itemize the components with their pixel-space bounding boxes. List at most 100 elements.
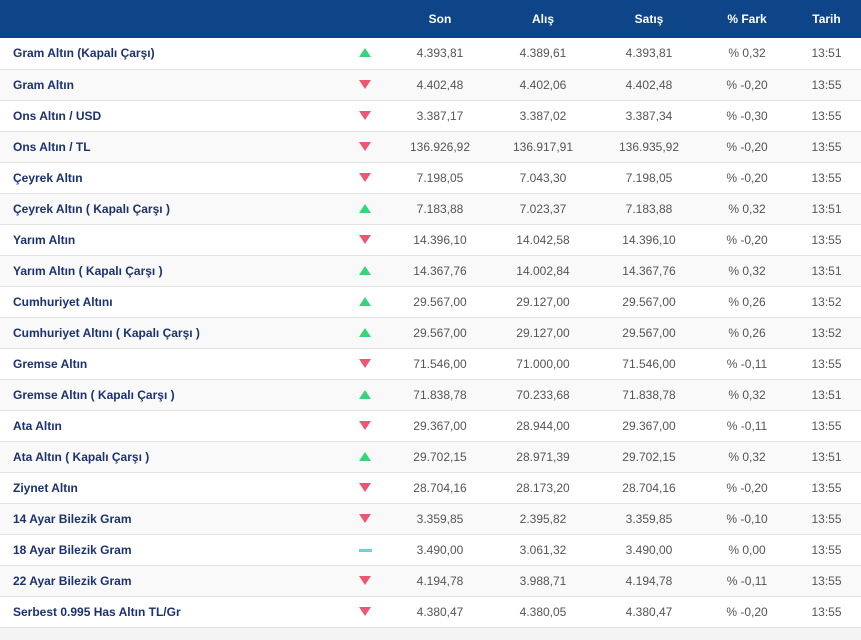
tarih-value: 13:55 [811, 139, 842, 154]
table-row[interactable]: Ons Altın / USD 3.387,17 3.387,02 3.387,34%… [0, 100, 861, 131]
arrow-up-icon [359, 48, 371, 58]
direction-cell [340, 534, 390, 565]
instrument-name-link[interactable]: Gremse Altın [13, 356, 88, 371]
table-row[interactable]: 18 Ayar Bilezik Gram 3.490,00 3.061,32 3.49… [0, 534, 861, 565]
fark-value: % -0,10 [726, 511, 768, 526]
tarih-value: 13:51 [811, 201, 842, 216]
arrow-down-icon [359, 575, 371, 585]
satis-value: 29.567,00 [622, 325, 676, 340]
alis-value: 136.917,91 [512, 139, 574, 154]
instrument-name-link[interactable]: Gram Altın [13, 77, 74, 92]
son-value: 14.396,10 [413, 232, 467, 247]
instrument-name-link[interactable]: Gram Altın (Kapalı Çarşı) [13, 46, 155, 61]
arrow-down-icon [359, 420, 371, 430]
table-row[interactable]: Gremse Altın ( Kapalı Çarşı ) 71.838,78 70… [0, 379, 861, 410]
instrument-name-link[interactable]: Ons Altın / USD [13, 108, 102, 123]
son-value: 29.567,00 [413, 325, 467, 340]
tarih-value: 13:51 [811, 263, 842, 278]
fark-value: % 0,26 [728, 325, 766, 340]
instrument-name-link[interactable]: Cumhuriyet Altını ( Kapalı Çarşı ) [13, 325, 200, 340]
instrument-name-link[interactable]: Gremse Altın ( Kapalı Çarşı ) [13, 387, 175, 402]
instrument-name-link[interactable]: Ziynet Altın [13, 480, 78, 495]
table-row[interactable]: Yarım Altın 14.396,10 14.042,58 14.396,10 % … [0, 224, 861, 255]
header-fark[interactable]: % Fark [727, 12, 767, 26]
tarih-value: 13:55 [811, 480, 842, 495]
instrument-name-link[interactable]: Ata Altın [13, 418, 62, 433]
son-value: 29.702,15 [413, 449, 467, 464]
fark-value: % 0,00 [728, 542, 766, 557]
tarih-value: 13:51 [811, 46, 842, 61]
table-row[interactable]: Ziynet Altın 28.704,16 28.173,20 28.704,16%… [0, 472, 861, 503]
tarih-value: 13:51 [811, 449, 842, 464]
tarih-value: 13:52 [811, 325, 842, 340]
direction-cell [340, 472, 390, 503]
table-row[interactable]: Gram Altın 4.402,48 4.402,06 4.402,48 % -0,2… [0, 69, 861, 100]
satis-value: 4.402,48 [625, 77, 673, 92]
tarih-value: 13:55 [811, 170, 842, 185]
son-value: 3.490,00 [416, 542, 464, 557]
direction-cell [340, 503, 390, 534]
alis-value: 7.043,30 [519, 170, 567, 185]
footer-strip [0, 627, 861, 640]
tarih-value: 13:55 [811, 418, 842, 433]
son-value: 28.704,16 [413, 480, 467, 495]
alis-value: 14.002,84 [516, 263, 570, 278]
table-row[interactable]: 14 Ayar Bilezik Gram 3.359,85 2.395,82 3.35… [0, 503, 861, 534]
arrow-down-icon [359, 513, 371, 523]
table-row[interactable]: Çeyrek Altın 7.198,05 7.043,30 7.198,05 % -0… [0, 162, 861, 193]
instrument-name-link[interactable]: Yarım Altın [13, 232, 76, 247]
son-value: 4.402,48 [416, 77, 464, 92]
fark-value: % 0,32 [728, 263, 766, 278]
instrument-name-link[interactable]: Yarım Altın ( Kapalı Çarşı ) [13, 263, 163, 278]
instrument-name-link[interactable]: Serbest 0.995 Has Altın TL/Gr [13, 604, 181, 619]
table-row[interactable]: Serbest 0.995 Has Altın TL/Gr 4.380,47 4.3… [0, 596, 861, 627]
fark-value: % 0,32 [728, 46, 766, 61]
header-alis[interactable]: Alış [531, 12, 554, 26]
arrow-down-icon [359, 358, 371, 368]
instrument-name-link[interactable]: 22 Ayar Bilezik Gram [13, 573, 132, 588]
header-satis[interactable]: Satış [634, 12, 664, 26]
header-son[interactable]: Son [428, 12, 452, 26]
instrument-name-link[interactable]: Ata Altın ( Kapalı Çarşı ) [13, 449, 150, 464]
header-row: Son Alış Satış % Fark Tarih [0, 0, 861, 38]
table-row[interactable]: Çeyrek Altın ( Kapalı Çarşı ) 7.183,88 7.0… [0, 193, 861, 224]
direction-cell [340, 348, 390, 379]
alis-value: 4.402,06 [519, 77, 567, 92]
son-value: 7.198,05 [416, 170, 464, 185]
header-tarih[interactable]: Tarih [812, 12, 841, 26]
arrow-down-icon [359, 141, 371, 151]
instrument-name-link[interactable]: 14 Ayar Bilezik Gram [13, 511, 132, 526]
table-row[interactable]: Ata Altın ( Kapalı Çarşı ) 29.702,15 28.97… [0, 441, 861, 472]
direction-cell [340, 596, 390, 627]
satis-value: 3.387,34 [625, 108, 673, 123]
table-row[interactable]: Ata Altın 29.367,00 28.944,00 29.367,00 % -0… [0, 410, 861, 441]
son-value: 71.546,00 [413, 356, 467, 371]
fark-value: % -0,30 [726, 108, 768, 123]
satis-value: 14.396,10 [622, 232, 676, 247]
tarih-value: 13:55 [811, 542, 842, 557]
son-value: 136.926,92 [409, 139, 471, 154]
instrument-name-link[interactable]: Çeyrek Altın ( Kapalı Çarşı ) [13, 201, 170, 216]
instrument-name-link[interactable]: 18 Ayar Bilezik Gram [13, 542, 132, 557]
instrument-name-link[interactable]: Cumhuriyet Altını [13, 294, 113, 309]
fark-value: % -0,11 [726, 418, 768, 433]
table-row[interactable]: Cumhuriyet Altını ( Kapalı Çarşı ) 29.567… [0, 317, 861, 348]
table-row[interactable]: Gremse Altın 71.546,00 71.000,00 71.546,00%… [0, 348, 861, 379]
table-row[interactable]: Yarım Altın ( Kapalı Çarşı ) 14.367,76 14.… [0, 255, 861, 286]
alis-value: 71.000,00 [516, 356, 570, 371]
direction-cell [340, 317, 390, 348]
table-row[interactable]: Cumhuriyet Altını 29.567,00 29.127,00 29.56… [0, 286, 861, 317]
instrument-name-link[interactable]: Ons Altın / TL [13, 139, 91, 154]
son-value: 29.367,00 [413, 418, 467, 433]
satis-value: 71.838,78 [622, 387, 676, 402]
table-row[interactable]: Gram Altın (Kapalı Çarşı) 4.393,81 4.389,6… [0, 38, 861, 69]
tarih-value: 13:55 [811, 573, 842, 588]
direction-cell [340, 410, 390, 441]
tarih-value: 13:55 [811, 356, 842, 371]
fark-value: % -0,20 [726, 604, 768, 619]
instrument-name-link[interactable]: Çeyrek Altın [13, 170, 83, 185]
tarih-value: 13:55 [811, 232, 842, 247]
table-row[interactable]: 22 Ayar Bilezik Gram 4.194,78 3.988,71 4.19… [0, 565, 861, 596]
table-row[interactable]: Ons Altın / TL 136.926,92 136.917,91 136.93… [0, 131, 861, 162]
